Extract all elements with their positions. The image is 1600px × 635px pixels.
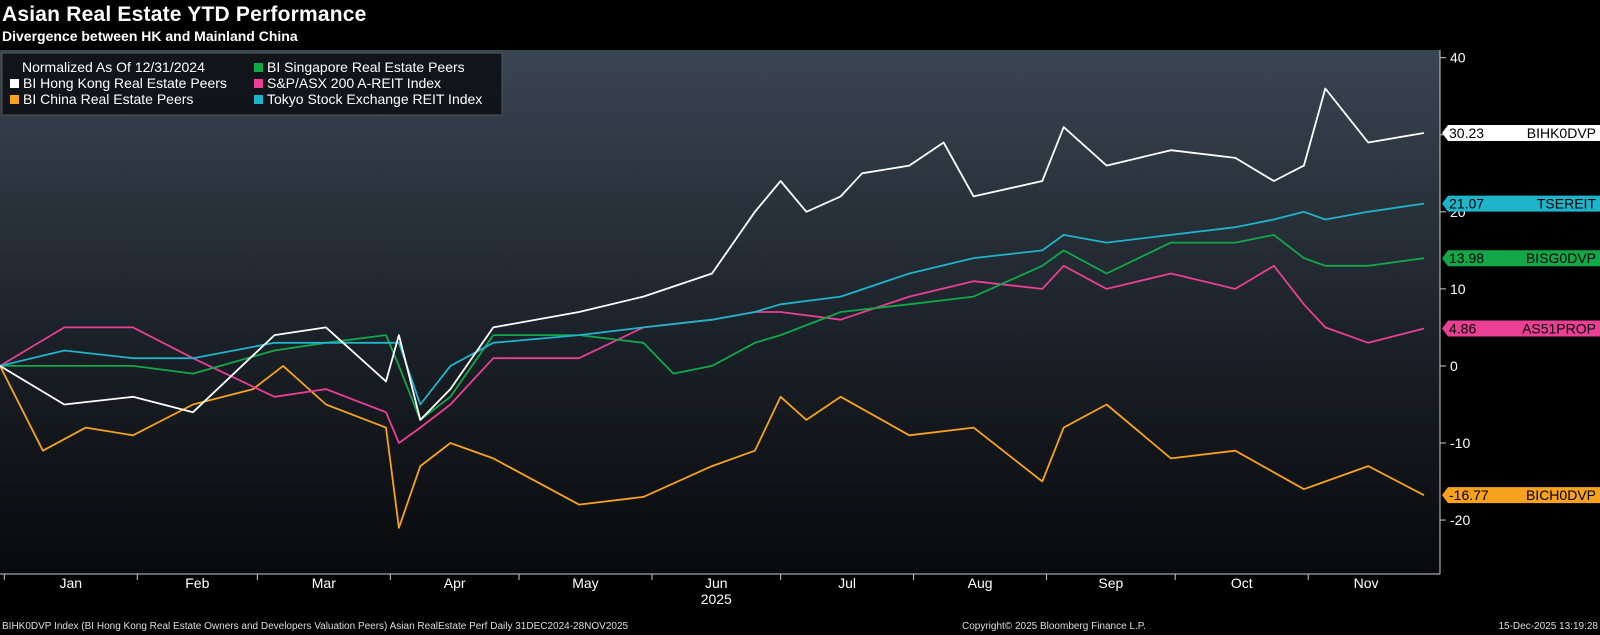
- x-year-label: 2025: [701, 591, 732, 607]
- legend-label: BI China Real Estate Peers: [23, 91, 193, 107]
- tag-value: 30.23: [1449, 125, 1484, 141]
- y-tick-label: -10: [1450, 435, 1470, 451]
- tag-background: [1442, 487, 1600, 504]
- line-chart: 403020100-10-20JanFebMarAprMayJunJulAugS…: [0, 50, 1600, 607]
- last-value-tag-bihk0dvp: 30.23 BIHK0DVP: [1442, 124, 1600, 141]
- legend-label: BI Singapore Real Estate Peers: [267, 59, 465, 75]
- y-tick-label: -20: [1450, 512, 1470, 528]
- last-value-tag-tsereit: 21.07 TSEREIT: [1442, 195, 1600, 212]
- x-tick-label: Nov: [1354, 575, 1379, 591]
- x-tick-label: Apr: [444, 575, 466, 591]
- x-tick-label: Oct: [1231, 575, 1253, 591]
- legend-swatch: [254, 95, 263, 104]
- tag-ticker: BISG0DVP: [1526, 250, 1596, 266]
- x-tick-label: Jun: [705, 575, 728, 591]
- tag-value: 13.98: [1449, 250, 1484, 266]
- series-line-bich0dvp: [0, 364, 1425, 529]
- chart-title: Asian Real Estate YTD Performance: [2, 3, 367, 26]
- y-tick-label: 0: [1450, 358, 1458, 374]
- tag-value: 21.07: [1449, 196, 1484, 212]
- last-value-tag-bisg0dvp: 13.98 BISG0DVP: [1442, 250, 1600, 267]
- tag-ticker: TSEREIT: [1537, 196, 1597, 212]
- tag-background: [1442, 124, 1600, 141]
- tag-ticker: BIHK0DVP: [1527, 125, 1596, 141]
- legend-heading: Normalized As Of 12/31/2024: [22, 59, 205, 75]
- tag-background: [1442, 195, 1600, 212]
- y-tick-label: 10: [1450, 281, 1466, 297]
- legend-label: BI Hong Kong Real Estate Peers: [23, 75, 227, 91]
- legend-box: [1, 52, 503, 116]
- legend-swatch: [10, 95, 19, 104]
- last-value-tag-bich0dvp: -16.77 BICH0DVP: [1442, 487, 1600, 504]
- legend-swatch: [10, 79, 19, 88]
- last-value-tag-as51prop: 4.86 AS51PROP: [1442, 320, 1600, 337]
- tag-value: -16.77: [1449, 487, 1489, 503]
- tag-background: [1442, 250, 1600, 267]
- footer-timestamp: 15-Dec-2025 13:19:28: [1498, 621, 1598, 632]
- x-tick-label: Sep: [1098, 575, 1123, 591]
- series-line-tsereit: [0, 202, 1425, 406]
- x-tick-label: Mar: [312, 575, 336, 591]
- series-line-bisg0dvp: [0, 233, 1425, 421]
- y-tick-label: 40: [1450, 50, 1466, 66]
- x-tick-label: Feb: [185, 575, 209, 591]
- legend-label: S&P/ASX 200 A-REIT Index: [267, 75, 441, 91]
- x-tick-label: May: [572, 575, 598, 591]
- x-tick-label: Aug: [968, 575, 993, 591]
- series-line-bihk0dvp: [0, 87, 1425, 421]
- legend-swatch: [254, 63, 263, 72]
- x-tick-label: Jul: [838, 575, 856, 591]
- x-tick-label: Jan: [59, 575, 82, 591]
- tag-value: 4.86: [1449, 320, 1476, 336]
- tag-background: [1442, 320, 1600, 337]
- chart-subtitle: Divergence between HK and Mainland China: [2, 28, 298, 44]
- footer-source: BIHK0DVP Index (BI Hong Kong Real Estate…: [2, 621, 629, 632]
- tag-ticker: BICH0DVP: [1526, 487, 1596, 503]
- plot-background: [0, 50, 1440, 574]
- legend-label: Tokyo Stock Exchange REIT Index: [267, 91, 482, 107]
- legend-swatch: [254, 79, 263, 88]
- legend: Normalized As Of 12/31/2024 BI Hong Kong…: [1, 52, 503, 116]
- tag-ticker: AS51PROP: [1522, 320, 1596, 336]
- footer-copyright: Copyright© 2025 Bloomberg Finance L.P.: [962, 621, 1146, 632]
